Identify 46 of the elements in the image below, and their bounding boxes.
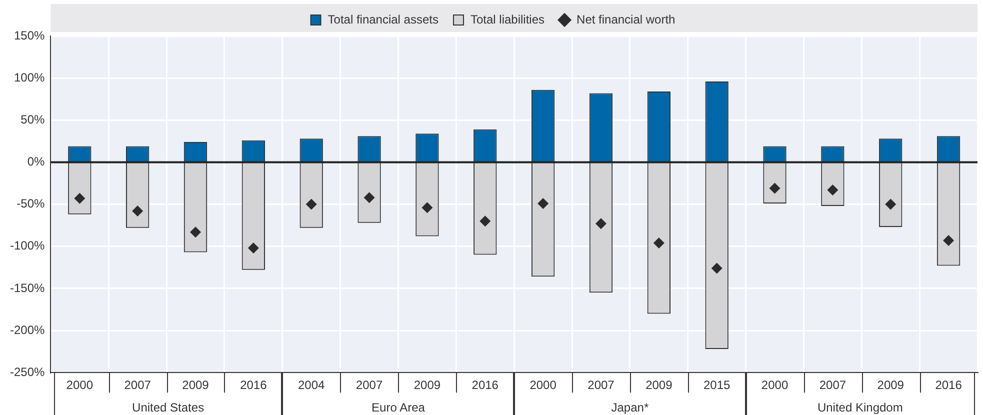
point: [480, 216, 491, 227]
x-tick-label: 2016: [240, 378, 268, 392]
point: [74, 192, 86, 204]
legend-label: Total liabilities: [470, 12, 545, 26]
x-tick-label: 2007: [588, 378, 615, 392]
text: United Kingdom: [817, 400, 903, 414]
x-tick-label: 2000: [530, 378, 557, 392]
x-tick-label: 2009: [646, 378, 673, 392]
x-tick-label: 2007: [356, 378, 383, 392]
y-tick-label: -150%: [10, 280, 46, 295]
y-tick-label: -50%: [16, 196, 46, 211]
point: [595, 218, 606, 230]
point: [364, 192, 375, 204]
text: Japan*: [611, 400, 649, 414]
y-tick-label: 150%: [14, 28, 46, 42]
y-tick-label: 100%: [14, 70, 46, 84]
point: [943, 234, 954, 246]
x-tick-label: 2009: [182, 378, 210, 392]
x-tick-label: 2004: [298, 378, 326, 392]
x-tick-label: 2000: [761, 378, 788, 392]
text: Euro Area: [372, 400, 426, 414]
x-tick-label: 2009: [414, 378, 441, 392]
point: [885, 198, 896, 210]
text: United States: [132, 400, 204, 414]
point: [711, 262, 722, 274]
point: [132, 206, 144, 217]
legend-label: Net financial worth: [576, 12, 676, 26]
point: [306, 198, 317, 210]
y-tick-label: -250%: [10, 364, 46, 379]
x-tick-label: 2007: [819, 378, 846, 392]
point: [422, 202, 433, 214]
y-tick-label: 0%: [27, 154, 46, 169]
y-tick-label: 50%: [20, 112, 46, 126]
x-tick-label: 2015: [703, 378, 731, 392]
point: [248, 242, 259, 254]
x-tick-label: 2007: [124, 378, 152, 392]
x-tick-label: 2009: [877, 378, 904, 392]
x-tick-label: 2016: [935, 378, 962, 392]
point: [538, 198, 549, 209]
point: [190, 226, 201, 238]
y-tick-label: -200%: [10, 322, 46, 337]
x-tick-label: 2000: [66, 378, 94, 392]
y-tick-label: -100%: [10, 238, 46, 253]
point: [653, 238, 664, 249]
x-tick-label: 2016: [472, 378, 499, 392]
legend-label: Total financial assets: [328, 12, 438, 26]
